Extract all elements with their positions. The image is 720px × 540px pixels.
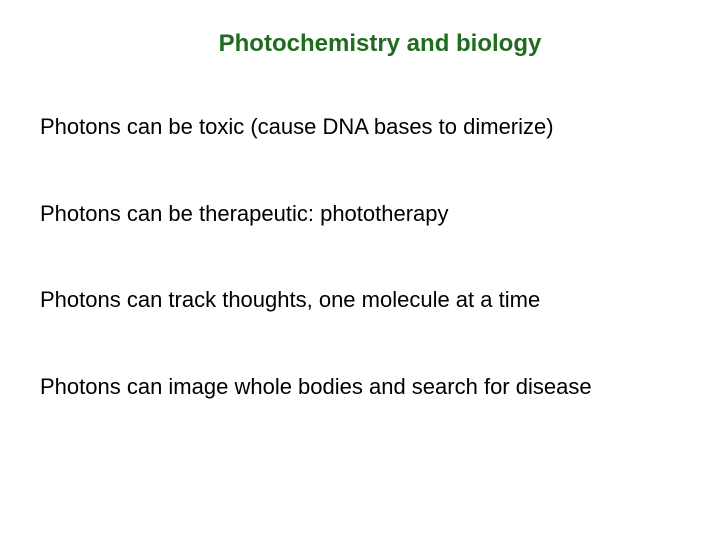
- slide-title: Photochemistry and biology: [80, 30, 680, 58]
- bullet-item: Photons can image whole bodies and searc…: [40, 373, 680, 402]
- bullet-item: Photons can track thoughts, one molecule…: [40, 286, 680, 315]
- bullet-item: Photons can be therapeutic: phototherapy: [40, 200, 680, 229]
- bullet-item: Photons can be toxic (cause DNA bases to…: [40, 113, 680, 142]
- slide-container: Photochemistry and biology Photons can b…: [0, 0, 720, 540]
